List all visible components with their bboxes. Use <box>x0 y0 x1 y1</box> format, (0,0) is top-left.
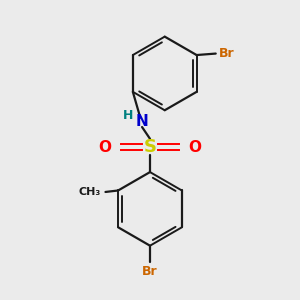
Text: Br: Br <box>142 265 158 278</box>
Text: Br: Br <box>219 47 234 60</box>
Text: S: S <box>143 138 157 156</box>
Text: CH₃: CH₃ <box>78 187 100 197</box>
Text: H: H <box>123 109 134 122</box>
Text: N: N <box>136 114 148 129</box>
Text: O: O <box>188 140 201 154</box>
Text: O: O <box>99 140 112 154</box>
